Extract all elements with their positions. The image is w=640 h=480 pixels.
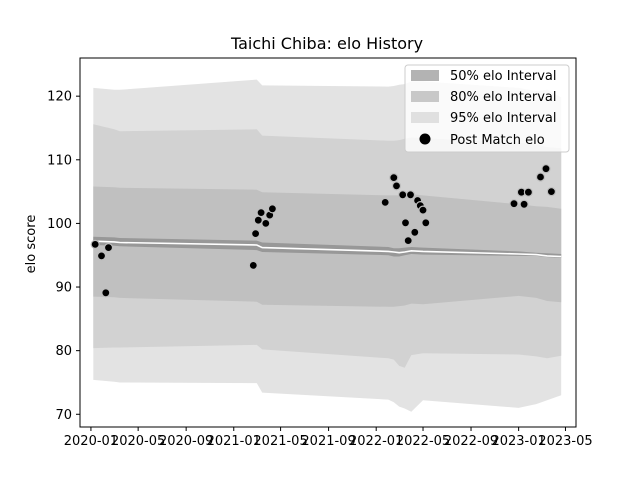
post-match-point — [509, 199, 519, 209]
y-tick-label: 110 — [47, 153, 72, 168]
legend-label-post-match: Post Match elo — [450, 133, 545, 148]
legend-swatch-95 — [411, 112, 439, 123]
x-tick-label: 2022-09 — [444, 434, 498, 449]
post-match-point — [389, 173, 399, 183]
median-line — [93, 240, 562, 258]
y-axis-ticks: 70 80 90 100 110 120 — [47, 90, 80, 423]
post-match-point — [103, 243, 114, 253]
x-tick-label: 2020-05 — [111, 434, 165, 449]
post-match-point — [546, 187, 557, 197]
legend-swatch-80 — [411, 91, 439, 102]
post-match-point — [519, 199, 529, 209]
y-tick-label: 120 — [47, 90, 72, 105]
post-match-point — [523, 187, 534, 197]
legend-label-50: 50% elo Interval — [450, 69, 557, 84]
x-tick-label: 2022-01 — [349, 434, 403, 449]
post-match-point — [90, 239, 100, 249]
x-tick-label: 2023-01 — [491, 434, 545, 449]
post-match-point — [418, 205, 428, 215]
median-layer — [93, 240, 562, 258]
y-tick-label: 80 — [55, 344, 72, 359]
y-tick-label: 70 — [55, 408, 72, 423]
legend-label-80: 80% elo Interval — [450, 90, 557, 105]
post-match-point — [403, 236, 413, 246]
interval-bands — [93, 79, 562, 412]
y-axis-label: elo score — [24, 215, 39, 274]
legend-marker-post-match — [419, 133, 431, 145]
plot-frame — [79, 57, 577, 428]
post-match-point — [400, 218, 411, 228]
post-match-point — [251, 229, 261, 239]
x-tick-label: 2023-05 — [538, 434, 592, 449]
x-tick-label: 2021-01 — [207, 434, 261, 449]
legend: 50% elo Interval 80% elo Interval 95% el… — [404, 64, 570, 153]
x-tick-label: 2020-01 — [64, 434, 118, 449]
legend-swatch-50 — [411, 70, 439, 81]
x-tick-label: 2021-05 — [253, 434, 307, 449]
post-match-point — [253, 215, 263, 225]
x-tick-label: 2021-09 — [301, 434, 355, 449]
post-match-point — [261, 218, 271, 228]
post-match-point — [398, 190, 408, 200]
post-match-point — [405, 190, 416, 200]
post-match-point — [380, 197, 390, 207]
post-match-points — [90, 164, 557, 298]
legend-label-95: 95% elo Interval — [450, 111, 557, 126]
post-match-point — [541, 164, 551, 174]
post-match-point — [256, 208, 266, 218]
y-tick-label: 100 — [47, 217, 72, 232]
post-match-point — [267, 204, 277, 214]
post-match-point — [410, 227, 420, 237]
y-tick-label: 90 — [55, 281, 72, 296]
post-match-point — [101, 288, 111, 298]
legend-box — [404, 64, 570, 153]
post-match-point — [391, 181, 402, 191]
x-tick-label: 2020-09 — [159, 434, 213, 449]
post-match-point — [535, 172, 546, 182]
x-axis-ticks: 2020-012020-052020-092021-012021-052021-… — [64, 427, 593, 449]
post-match-point — [96, 251, 107, 261]
chart-title: Taichi Chiba: elo History — [230, 34, 423, 53]
post-match-point — [248, 260, 258, 270]
x-tick-label: 2022-05 — [396, 434, 450, 449]
post-match-point — [421, 218, 431, 228]
